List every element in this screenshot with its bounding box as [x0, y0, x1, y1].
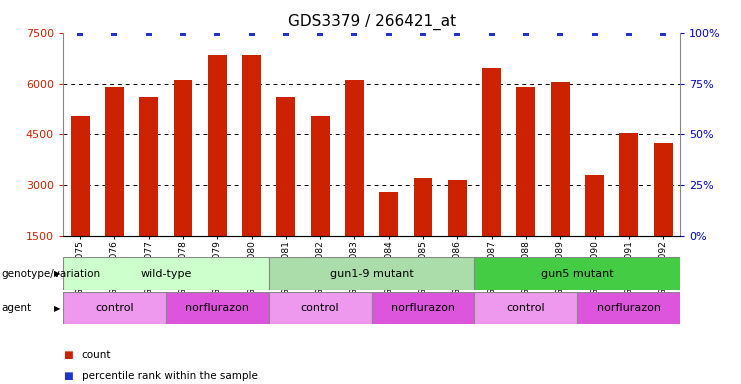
Text: control: control [301, 303, 339, 313]
Text: norflurazon: norflurazon [185, 303, 249, 313]
Text: control: control [507, 303, 545, 313]
Bar [310, 116, 330, 287]
Text: wild-type: wild-type [140, 268, 191, 279]
Bar [208, 55, 227, 287]
Bar [63, 257, 269, 290]
Title: GDS3379 / 266421_at: GDS3379 / 266421_at [288, 14, 456, 30]
Text: norflurazon: norflurazon [391, 303, 455, 313]
Text: ▶: ▶ [54, 269, 61, 278]
Bar [105, 87, 124, 287]
Bar [516, 87, 535, 287]
Text: norflurazon: norflurazon [597, 303, 661, 313]
Text: gun5 mutant: gun5 mutant [541, 268, 614, 279]
Bar [63, 292, 166, 324]
Bar [139, 97, 158, 287]
Bar [413, 179, 433, 287]
Text: gun1-9 mutant: gun1-9 mutant [330, 268, 413, 279]
Bar [585, 175, 604, 287]
Bar [166, 292, 269, 324]
Text: control: control [95, 303, 133, 313]
Bar [482, 68, 501, 287]
Text: ■: ■ [63, 350, 73, 360]
Bar [551, 82, 570, 287]
Bar [372, 292, 474, 324]
Bar [448, 180, 467, 287]
Text: agent: agent [1, 303, 32, 313]
Text: genotype/variation: genotype/variation [1, 268, 101, 279]
Bar [242, 55, 261, 287]
Bar [654, 143, 673, 287]
Bar [577, 292, 680, 324]
Bar [269, 292, 372, 324]
Text: percentile rank within the sample: percentile rank within the sample [82, 371, 257, 381]
Bar [379, 192, 398, 287]
Bar [269, 257, 474, 290]
Text: ▶: ▶ [54, 304, 61, 313]
Bar [345, 80, 364, 287]
Bar [70, 116, 90, 287]
Text: ■: ■ [63, 371, 73, 381]
Bar [276, 97, 296, 287]
Text: count: count [82, 350, 111, 360]
Bar [619, 133, 638, 287]
Bar [474, 292, 577, 324]
Bar [474, 257, 680, 290]
Bar [173, 80, 193, 287]
